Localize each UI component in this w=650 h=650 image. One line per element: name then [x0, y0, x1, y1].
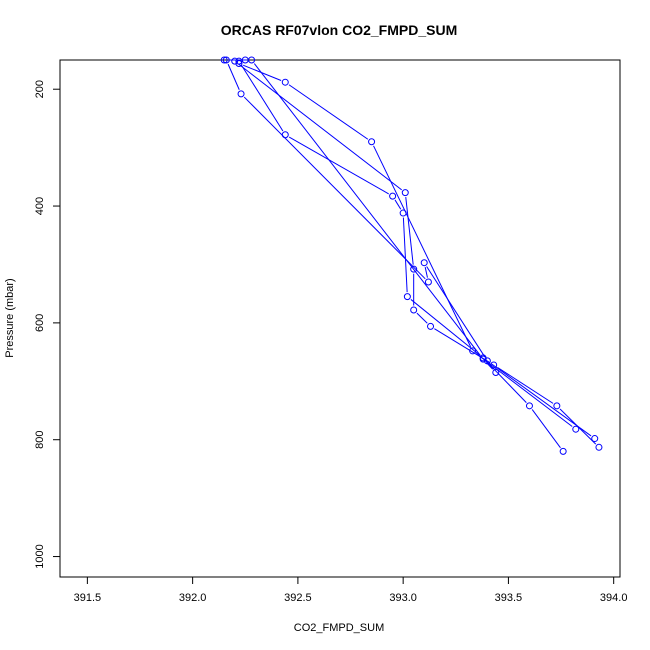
series-segment — [475, 353, 573, 427]
y-axis: 200 400 600 800 1000 — [34, 80, 60, 569]
data-point — [248, 56, 256, 64]
x-axis: 391.5 392.0 392.5 393.0 393.5 394.0 — [74, 577, 628, 604]
series-segment — [531, 409, 561, 449]
y-tick-label: 600 — [34, 314, 46, 332]
data-point — [424, 278, 432, 286]
data-point — [591, 435, 599, 443]
series-segment — [227, 63, 240, 90]
series-segment — [237, 63, 403, 191]
data-point — [559, 447, 567, 455]
chart-title: ORCAS RF07vlon CO2_FMPD_SUM — [221, 22, 457, 38]
data-point — [237, 90, 245, 98]
x-tick-label: 393.0 — [389, 592, 417, 604]
series-segment — [410, 299, 480, 356]
series-segment — [394, 199, 402, 210]
data-point — [410, 265, 418, 273]
series-segment — [240, 64, 284, 132]
series-5 — [220, 56, 500, 377]
series-segment — [424, 267, 428, 278]
x-tick-label: 392.5 — [284, 592, 312, 604]
data-point — [479, 355, 487, 363]
data-point — [492, 369, 500, 377]
x-axis-label: CO2_FMPD_SUM — [294, 622, 384, 634]
y-tick-label: 200 — [34, 80, 46, 98]
data-point — [281, 78, 289, 86]
data-point — [595, 443, 603, 451]
x-tick-label: 391.5 — [74, 592, 102, 604]
series-segment — [288, 136, 389, 195]
y-axis-label: Pressure (mbar) — [4, 278, 16, 357]
series-2 — [222, 56, 599, 443]
series-segment — [497, 366, 554, 404]
series-segment — [485, 362, 494, 370]
series-layer — [220, 56, 603, 455]
series-segment — [373, 145, 472, 348]
y-tick-label: 400 — [34, 197, 46, 215]
data-point — [401, 189, 409, 197]
data-point — [235, 60, 243, 68]
data-point — [572, 425, 580, 433]
data-point — [220, 56, 228, 64]
data-point — [389, 192, 397, 200]
data-point — [420, 259, 428, 267]
data-point — [403, 293, 411, 301]
plot-frame — [59, 59, 621, 578]
series-segment — [405, 197, 414, 265]
x-tick-label: 394.0 — [600, 592, 628, 604]
series-segment — [253, 63, 481, 356]
y-tick-label: 800 — [34, 431, 46, 449]
series-segment — [288, 84, 369, 140]
data-point — [427, 322, 435, 330]
data-point — [368, 138, 376, 146]
series-segment — [416, 312, 428, 324]
data-point — [525, 402, 533, 410]
series-segment — [426, 266, 486, 358]
data-point — [553, 402, 561, 410]
y-tick-label: 1000 — [34, 544, 46, 568]
x-tick-label: 392.0 — [179, 592, 207, 604]
series-segment — [402, 217, 408, 293]
data-point — [469, 347, 477, 355]
series-segment — [243, 96, 426, 280]
x-tick-label: 393.5 — [495, 592, 523, 604]
data-point — [410, 306, 418, 314]
